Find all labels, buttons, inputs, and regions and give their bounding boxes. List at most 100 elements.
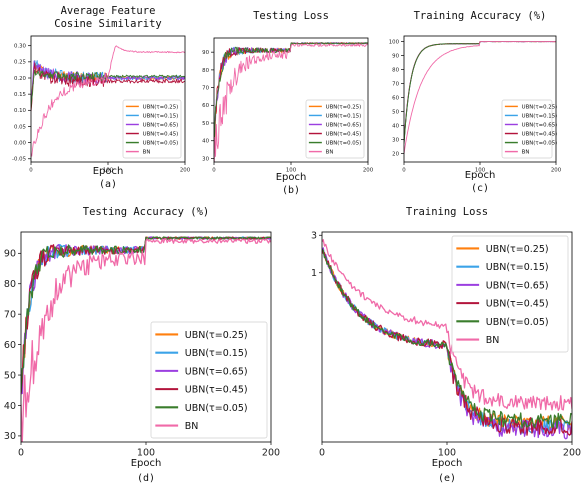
chart-d: Testing Accuracy (%) 0 100 200 30 40 50 60 70 80 9… xyxy=(4,206,280,484)
x-tick-label: 0 xyxy=(319,448,325,459)
y-tick-label: 1 xyxy=(311,268,317,279)
x-tick-label: 200 xyxy=(363,167,374,173)
series-line xyxy=(214,42,368,150)
chart-title: Average Feature xyxy=(61,5,156,17)
panel-caption: (a) xyxy=(99,179,117,190)
chart-b: Testing Loss 0 100 200 30 40 50 60 70 80 90 Epoch (b… xyxy=(202,10,374,196)
legend-entry: UBN(τ=0.15) xyxy=(522,113,558,119)
legend: UBN(τ=0.25) UBN(τ=0.15) UBN(τ=0.65) UBN(τ=0… xyxy=(305,99,365,159)
legend-frame xyxy=(305,99,365,159)
y-tick-label: 0.05 xyxy=(14,124,26,130)
x-tick-label: 0 xyxy=(29,167,33,173)
legend-entry: UBN(τ=0.05) xyxy=(522,140,558,146)
legend-entry: UBN(τ=0.65) xyxy=(486,280,549,291)
legend-entry: UBN(τ=0.05) xyxy=(326,140,362,146)
legend-entry: UBN(τ=0.25) xyxy=(185,330,248,341)
y-tick-label: 50 xyxy=(4,370,16,381)
plot-area xyxy=(31,45,185,157)
y-tick-label: 0.10 xyxy=(14,108,27,114)
legend-entry: UBN(τ=0.05) xyxy=(143,140,179,146)
y-tick-label: 90 xyxy=(4,249,16,260)
x-tick-label: 200 xyxy=(180,167,191,173)
y-tick-label: 70 xyxy=(392,81,399,87)
legend-entry: UBN(τ=0.25) xyxy=(522,104,558,110)
x-tick-label: 200 xyxy=(551,167,562,173)
legend-entry: UBN(τ=0.65) xyxy=(522,122,558,128)
panel-caption: (c) xyxy=(471,183,489,194)
legend-entry: BN xyxy=(185,421,199,432)
plot-area xyxy=(21,236,271,442)
x-tick-label: 0 xyxy=(18,448,24,459)
panel-caption: (e) xyxy=(438,473,456,484)
legend-frame xyxy=(501,99,553,159)
y-tick-label: 30 xyxy=(4,431,16,442)
y-tick-label: 20 xyxy=(392,151,399,157)
legend-entry: BN xyxy=(326,150,334,156)
legend-entry: UBN(τ=0.15) xyxy=(185,348,248,359)
legend-entry: UBN(τ=0.45) xyxy=(185,385,248,396)
y-tick-label: 40 xyxy=(202,139,209,145)
y-tick-label: 30 xyxy=(392,137,399,143)
series-line xyxy=(31,45,185,157)
legend-entry: UBN(τ=0.45) xyxy=(486,299,549,310)
y-tick-label: 3 xyxy=(311,231,317,242)
chart-title: Testing Loss xyxy=(253,10,329,22)
y-tick-label: 0.15 xyxy=(14,92,26,98)
y-tick-label: 50 xyxy=(202,121,209,127)
x-tick-label: 100 xyxy=(286,167,297,173)
chart-title: Training Loss xyxy=(406,206,488,218)
legend-entry: UBN(τ=0.45) xyxy=(143,131,179,137)
x-tick-label: 100 xyxy=(103,167,114,173)
x-tick-label: 100 xyxy=(438,448,456,459)
y-tick-label: 60 xyxy=(4,340,16,351)
legend-entry: UBN(τ=0.65) xyxy=(326,122,362,128)
y-tick-label: 70 xyxy=(202,85,209,91)
y-tick-label: 40 xyxy=(4,401,16,412)
y-tick-label: 0.25 xyxy=(14,60,26,66)
legend-entry: UBN(τ=0.65) xyxy=(143,122,179,128)
series-line xyxy=(21,236,271,393)
y-tick-label: 60 xyxy=(392,95,399,101)
x-tick-label: 200 xyxy=(563,448,581,459)
legend: UBN(τ=0.25) UBN(τ=0.15) UBN(τ=0.65) UBN(τ=0… xyxy=(122,99,182,159)
y-tick-label: 70 xyxy=(4,309,16,320)
legend-entry: UBN(τ=0.15) xyxy=(486,262,549,273)
y-tick-label: 0.20 xyxy=(14,76,27,82)
legend-entry: UBN(τ=0.25) xyxy=(143,104,179,110)
y-tick-label: 80 xyxy=(392,67,399,73)
series-line xyxy=(214,43,368,162)
legend-entry: UBN(τ=0.45) xyxy=(522,131,558,137)
x-tick-label: 100 xyxy=(137,448,155,459)
legend-entry: UBN(τ=0.05) xyxy=(185,403,248,414)
y-tick-label: 90 xyxy=(392,53,399,59)
series-line xyxy=(31,62,185,112)
y-tick-label: 50 xyxy=(392,109,399,115)
x-tick-label: 0 xyxy=(402,167,406,173)
x-tick-label: 100 xyxy=(475,167,486,173)
legend: UBN(τ=0.25) UBN(τ=0.15) UBN(τ=0.65) UBN(τ=0… xyxy=(451,235,569,353)
y-tick-label: 100 xyxy=(389,39,400,45)
legend-frame xyxy=(451,235,569,353)
x-axis-label: Epoch xyxy=(465,170,496,181)
y-tick-label: 60 xyxy=(202,103,209,109)
series-line xyxy=(21,238,271,442)
legend-entry: UBN(τ=0.45) xyxy=(326,131,362,137)
legend-entry: UBN(τ=0.05) xyxy=(486,317,549,328)
y-tick-label: 0.00 xyxy=(14,141,27,147)
plot-area xyxy=(404,41,556,154)
x-axis-label: Epoch xyxy=(131,458,162,469)
legend-frame xyxy=(150,321,268,439)
series-line xyxy=(322,239,572,411)
panel-caption: (b) xyxy=(282,185,300,196)
y-tick-label: 90 xyxy=(202,50,209,56)
chart-title: Testing Accuracy (%) xyxy=(83,206,209,218)
legend: UBN(τ=0.25) UBN(τ=0.15) UBN(τ=0.65) UBN(τ=0… xyxy=(150,321,268,439)
legend-entry: UBN(τ=0.25) xyxy=(486,244,549,255)
legend-entry: UBN(τ=0.15) xyxy=(326,113,362,119)
plot-area xyxy=(214,42,368,162)
series-line xyxy=(31,60,185,106)
legend: UBN(τ=0.25) UBN(τ=0.15) UBN(τ=0.65) UBN(τ=0… xyxy=(501,99,558,159)
chart-title: Cosine Similarity xyxy=(54,18,161,30)
